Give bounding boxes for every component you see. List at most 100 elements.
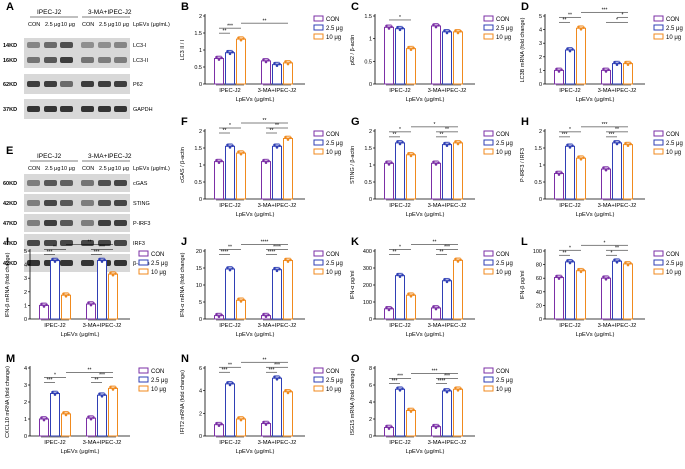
data-point (385, 424, 388, 428)
data-point (629, 142, 632, 146)
y-tick-label: 2 (199, 129, 202, 135)
x-axis-label: LpEVs (μg/mL) (406, 332, 445, 338)
bar (406, 294, 416, 320)
significance-label: **** (438, 378, 446, 384)
y-tick-label: 4 (199, 389, 202, 395)
data-point (448, 29, 451, 33)
blot-kda-label: 37KD (3, 107, 17, 113)
y-tick-label: 1 (369, 163, 372, 169)
data-point (437, 23, 440, 27)
bar (61, 294, 71, 320)
data-point (114, 272, 117, 275)
data-point (577, 25, 580, 29)
data-point (51, 257, 54, 261)
data-point (443, 278, 446, 281)
blot-band (81, 180, 94, 186)
panel-letter: H (521, 116, 529, 128)
significance-label: * (616, 17, 618, 23)
data-point (443, 29, 446, 32)
significance-label: *** (444, 373, 450, 379)
data-point (568, 49, 572, 53)
blot-band (81, 106, 94, 112)
y-tick-label: 1 (539, 163, 542, 169)
legend-label: 10 μg (326, 387, 341, 393)
blot-band (44, 180, 57, 186)
lane-label: CON (82, 22, 94, 28)
significance-label: ** (393, 132, 397, 138)
legend-label: 10 μg (326, 150, 341, 156)
y-axis-label: IFN-α mRNA (fold change) (180, 252, 186, 317)
data-point (239, 152, 243, 156)
legend-swatch (483, 367, 494, 374)
significance-label: * (611, 250, 613, 256)
y-tick-label: 0.5 (194, 180, 202, 186)
significance-label: ** (263, 357, 267, 363)
legend-label: CON (326, 17, 339, 23)
bar (453, 142, 463, 200)
data-point (571, 144, 574, 147)
y-tick-label: 3 (539, 41, 542, 47)
data-point (613, 140, 616, 143)
blot-band (114, 106, 127, 112)
data-point (568, 261, 572, 265)
data-point (557, 173, 561, 176)
blot-kda-label: 47KD (3, 241, 17, 247)
y-tick-label: 0.5 (364, 180, 372, 186)
blot-band (60, 106, 73, 112)
blot-band (44, 42, 57, 48)
data-point (432, 423, 435, 427)
blot-band (98, 180, 111, 186)
y-tick-label: 0 (199, 82, 202, 88)
legend-label: CON (326, 369, 339, 375)
chart-panel-K: K 0 100 200 300 400 IFN-α pg/ml IPEC-J2 3-MA+IPE… (350, 236, 513, 338)
data-point (228, 146, 232, 149)
bar (576, 157, 586, 200)
blot-band (98, 200, 111, 206)
bar (395, 28, 405, 85)
blot-band (114, 240, 127, 246)
y-tick-label: 0 (199, 197, 202, 203)
significance-label: *** (99, 245, 105, 251)
chart-panel-L: L 0 20 40 60 80 100 IFN-β pg/ml IPEC-J2 3-MA+IPEC… (520, 236, 683, 338)
x-axis-label: LpEVs (μg/mL) (236, 449, 275, 455)
blot-band (27, 240, 40, 246)
bar (50, 260, 60, 320)
data-point (228, 268, 232, 272)
legend-label: 10 μg (666, 35, 681, 41)
significance-label: *** (269, 367, 275, 373)
legend-label: 2.5 μg (151, 378, 168, 384)
bar (453, 31, 463, 85)
bar (272, 64, 282, 85)
x-group-label: 3-MA+IPEC-J2 (258, 323, 297, 329)
chart-panel-C: C 0 0.5 1 1.5 p62 / β-actin IPEC-J2 3-MA+IPEC-J… (350, 1, 513, 103)
y-tick-label: 1 (199, 163, 202, 169)
data-point (237, 36, 240, 40)
lane-label: 10 μg (61, 22, 75, 28)
y-axis-label: STING / β-actin (350, 146, 356, 184)
y-tick-label: 2 (24, 400, 27, 406)
data-point (237, 297, 240, 301)
data-point (239, 38, 243, 42)
y-tick-label: 0 (369, 197, 372, 203)
blot-strip (24, 74, 130, 94)
lane-unit-label: LpEVs (μg/mL) (133, 22, 170, 28)
y-tick-label: 20 (536, 303, 542, 309)
significance-label: *** (432, 368, 438, 374)
data-point (626, 263, 630, 267)
significance-label: ** (433, 240, 437, 246)
x-axis-label: LpEVs (μg/mL) (576, 97, 615, 103)
data-point (571, 48, 574, 51)
data-point (100, 394, 104, 398)
bar (50, 393, 60, 437)
x-group-label: IPEC-J2 (559, 323, 581, 329)
data-point (396, 386, 399, 390)
bar (565, 49, 575, 85)
data-point (412, 46, 415, 50)
legend-swatch (313, 139, 324, 146)
data-point (437, 305, 440, 309)
lane-label: 2.5 μg (45, 166, 60, 172)
data-point (398, 275, 402, 278)
blot-band (114, 42, 127, 48)
data-point (398, 28, 402, 32)
